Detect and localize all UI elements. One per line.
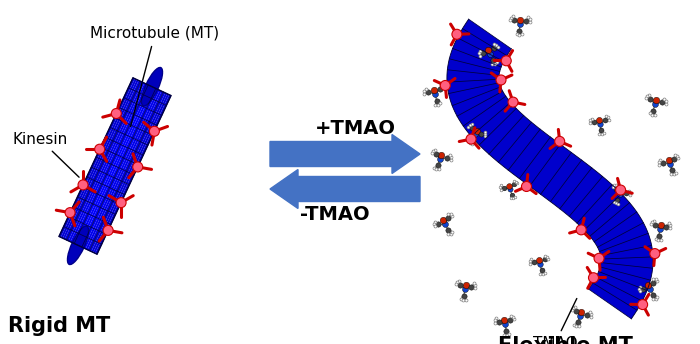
Circle shape <box>508 97 518 107</box>
Polygon shape <box>85 90 162 250</box>
Polygon shape <box>82 88 158 248</box>
Circle shape <box>94 144 105 154</box>
Circle shape <box>594 253 604 263</box>
Circle shape <box>496 75 506 85</box>
Circle shape <box>554 136 565 147</box>
Text: TMAO: TMAO <box>533 299 578 344</box>
Polygon shape <box>447 19 653 319</box>
Text: +TMAO: +TMAO <box>314 118 396 138</box>
Circle shape <box>111 108 121 119</box>
Polygon shape <box>69 82 144 242</box>
Text: Microtubule (MT): Microtubule (MT) <box>90 26 220 127</box>
Circle shape <box>615 185 626 195</box>
Polygon shape <box>80 88 156 247</box>
Ellipse shape <box>141 67 162 106</box>
Polygon shape <box>71 83 146 243</box>
Circle shape <box>501 56 511 66</box>
FancyArrow shape <box>270 135 420 173</box>
Polygon shape <box>76 86 152 245</box>
Text: Kinesin: Kinesin <box>12 131 79 177</box>
Circle shape <box>65 208 75 218</box>
Ellipse shape <box>67 226 89 265</box>
Polygon shape <box>59 78 135 237</box>
Circle shape <box>650 249 660 259</box>
Polygon shape <box>66 82 143 241</box>
Polygon shape <box>72 84 148 244</box>
Text: -TMAO: -TMAO <box>300 205 370 225</box>
Circle shape <box>133 162 143 172</box>
Circle shape <box>466 134 476 144</box>
Text: Rigid MT: Rigid MT <box>8 316 111 336</box>
Circle shape <box>522 182 531 192</box>
Polygon shape <box>88 91 163 251</box>
Circle shape <box>576 225 586 235</box>
Polygon shape <box>64 80 141 240</box>
Polygon shape <box>91 93 167 252</box>
Circle shape <box>589 273 598 283</box>
Polygon shape <box>93 94 169 253</box>
Circle shape <box>78 180 88 190</box>
Polygon shape <box>84 89 160 249</box>
FancyArrow shape <box>270 170 420 208</box>
Polygon shape <box>63 79 139 239</box>
Circle shape <box>452 29 462 39</box>
Polygon shape <box>95 95 171 254</box>
Polygon shape <box>61 79 136 238</box>
Circle shape <box>638 300 648 310</box>
Polygon shape <box>74 85 150 245</box>
Polygon shape <box>90 92 165 251</box>
Circle shape <box>149 126 160 136</box>
Polygon shape <box>78 87 154 246</box>
Circle shape <box>440 80 450 90</box>
Text: Flexible MT: Flexible MT <box>498 336 632 344</box>
Circle shape <box>116 198 126 208</box>
Circle shape <box>103 225 113 235</box>
